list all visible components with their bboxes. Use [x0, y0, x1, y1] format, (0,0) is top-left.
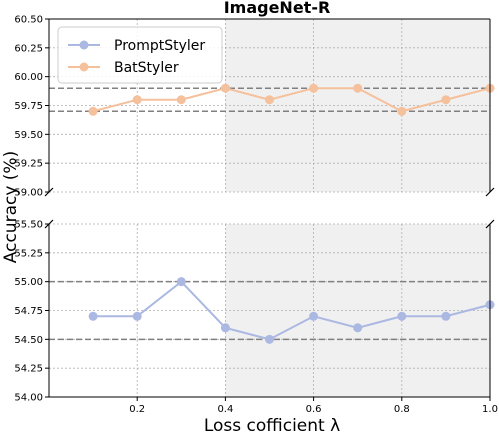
- lower-y-tick-label: 54.75: [14, 306, 43, 317]
- upper-y-tick-label: 59.75: [14, 101, 43, 112]
- upper-data-point: [265, 95, 274, 105]
- lower-data-point: [441, 311, 451, 321]
- lower-data-point: [309, 311, 319, 321]
- upper-data-point: [132, 95, 142, 105]
- x-axis-ticks: 0.2 0.4 0.6 0.8 1.0: [129, 397, 498, 415]
- lower-series-line: [93, 280, 491, 341]
- upper-y-tick-label: 60.25: [14, 43, 43, 54]
- x-tick-label: 0.6: [306, 404, 322, 415]
- x-tick-label: 0.2: [129, 404, 145, 415]
- y-axis-label: Accuracy (%): [1, 151, 21, 263]
- break-mark: [44, 219, 54, 229]
- upper-data-point: [176, 95, 186, 105]
- lower-data-point: [88, 311, 98, 321]
- break-mark: [485, 187, 495, 197]
- x-axis-label: Loss cofficient λ: [204, 416, 340, 436]
- upper-data-point: [220, 83, 230, 93]
- lower-y-tick-label: 54.00: [14, 393, 43, 404]
- legend-label: PromptStyler: [114, 38, 205, 54]
- break-mark: [485, 219, 495, 229]
- upper-y-tick-label: 60.00: [14, 72, 43, 83]
- upper-data-point: [397, 106, 407, 116]
- lower-panel: 54.00 54.25 54.50 54.75 55.00 55.25 55.50: [14, 220, 495, 404]
- lower-data-point: [353, 323, 363, 333]
- lower-y-tick-label: 55.00: [14, 277, 43, 288]
- x-tick-label: 0.8: [394, 404, 410, 415]
- lower-data-point: [220, 323, 230, 333]
- legend: PromptStyler BatStyler: [57, 26, 223, 84]
- upper-y-tick-label: 59.00: [14, 188, 43, 199]
- lower-data-point: [265, 334, 274, 344]
- upper-data-point: [441, 95, 451, 105]
- upper-series-line: [92, 87, 491, 113]
- lower-data-point: [176, 277, 186, 287]
- upper-y-tick-label: 59.25: [14, 159, 43, 170]
- legend-box: [57, 26, 223, 84]
- lower-y-tick-label: 55.25: [14, 248, 43, 259]
- upper-data-point: [88, 106, 98, 116]
- lower-y-tick-label: 55.50: [14, 220, 43, 231]
- upper-y-tick-label: 59.50: [14, 130, 43, 141]
- axis-break-marks: [44, 187, 495, 229]
- chart-title: ImageNet-R: [224, 0, 331, 17]
- legend-label: BatStyler: [114, 60, 179, 76]
- lower-data-point: [397, 311, 407, 321]
- break-mark: [44, 187, 54, 197]
- upper-data-point: [309, 83, 319, 93]
- upper-data-point: [353, 83, 363, 93]
- legend-marker: [79, 62, 89, 72]
- x-tick-label: 1.0: [482, 404, 498, 415]
- upper-panel: 59.00 59.25 59.50 59.75 60.00 60.25 60.50: [14, 15, 495, 199]
- lower-data-point: [132, 311, 142, 321]
- lower-y-tick-label: 54.50: [14, 335, 43, 346]
- lower-y-tick-label: 54.25: [14, 364, 43, 375]
- x-tick-label: 0.4: [217, 404, 233, 415]
- upper-y-tick-label: 60.50: [14, 15, 43, 26]
- legend-marker: [79, 40, 89, 50]
